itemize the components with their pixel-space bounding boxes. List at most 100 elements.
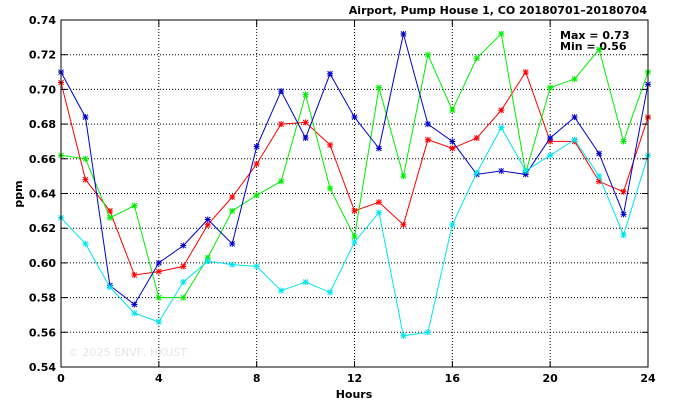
data-point-marker [327, 141, 334, 148]
data-point-marker [547, 152, 554, 159]
data-point-marker [155, 268, 162, 275]
data-point-marker [547, 84, 554, 91]
series-1 [58, 69, 651, 279]
y-tick-label: 0.58 [29, 292, 56, 305]
data-point-marker [204, 258, 211, 265]
data-point-marker [302, 91, 309, 98]
data-point-marker [473, 55, 480, 62]
data-point-marker [498, 107, 505, 114]
data-point-marker [351, 239, 358, 246]
data-point-marker [449, 107, 456, 114]
data-point-marker [449, 145, 456, 152]
y-tick-label: 0.60 [29, 257, 56, 270]
data-point-marker [106, 284, 113, 291]
data-point-marker [596, 173, 603, 180]
data-point-marker [596, 46, 603, 53]
data-point-marker [620, 138, 627, 145]
data-point-marker [327, 70, 334, 77]
data-point-marker [82, 155, 89, 162]
data-point-marker [571, 75, 578, 82]
data-point-marker [620, 188, 627, 195]
data-point-marker [498, 167, 505, 174]
x-tick-label: 12 [347, 372, 362, 385]
data-point-marker [620, 211, 627, 218]
data-point-marker [473, 134, 480, 141]
data-point-marker [278, 88, 285, 95]
data-point-marker [400, 332, 407, 339]
data-point-marker [351, 233, 358, 240]
data-point-marker [449, 138, 456, 145]
data-point-marker [327, 185, 334, 192]
data-point-marker [400, 30, 407, 37]
data-point-marker [596, 150, 603, 157]
data-point-marker [82, 176, 89, 183]
x-tick-label: 4 [155, 372, 163, 385]
y-tick-label: 0.68 [29, 118, 56, 131]
data-point-marker [424, 51, 431, 58]
data-point-marker [571, 114, 578, 121]
data-point-marker [375, 209, 382, 216]
y-tick-label: 0.72 [29, 49, 56, 62]
data-point-marker [155, 294, 162, 301]
data-point-marker [253, 263, 260, 270]
data-point-marker [106, 214, 113, 221]
data-point-marker [547, 138, 554, 145]
data-point-marker [278, 178, 285, 185]
data-point-marker [400, 173, 407, 180]
data-point-marker [424, 329, 431, 336]
data-point-marker [327, 289, 334, 296]
data-point-marker [131, 272, 138, 279]
data-point-marker [229, 261, 236, 268]
max-stat: Max = 0.73 [560, 29, 629, 42]
data-point-marker [400, 221, 407, 228]
data-point-marker [302, 134, 309, 141]
data-point-marker [278, 121, 285, 128]
x-tick-label: 20 [543, 372, 559, 385]
chart-title: Airport, Pump House 1, CO 20180701–20180… [349, 4, 648, 17]
series-line [60, 32, 649, 299]
data-point-marker [449, 221, 456, 228]
y-tick-label: 0.64 [29, 188, 56, 201]
data-point-marker [375, 199, 382, 206]
data-point-marker [229, 193, 236, 200]
data-point-marker [522, 69, 529, 76]
data-point-marker [620, 232, 627, 239]
watermark: © 2025 ENVF, HKUST [68, 346, 187, 359]
data-point-marker [473, 169, 480, 176]
data-point-marker [375, 145, 382, 152]
data-point-marker [302, 119, 309, 126]
data-point-marker [278, 287, 285, 294]
x-axis-label: Hours [336, 388, 373, 401]
data-point-marker [155, 318, 162, 325]
data-point-marker [253, 143, 260, 150]
data-point-marker [596, 178, 603, 185]
y-tick-label: 0.56 [29, 326, 56, 339]
data-point-marker [180, 294, 187, 301]
data-point-marker [498, 124, 505, 131]
y-tick-label: 0.66 [29, 153, 56, 166]
data-point-marker [547, 134, 554, 141]
x-tick-label: 8 [253, 372, 261, 385]
data-point-marker [424, 121, 431, 128]
data-point-marker [229, 207, 236, 214]
data-point-marker [131, 301, 138, 308]
y-tick-label: 0.54 [29, 361, 56, 374]
data-point-marker [204, 221, 211, 228]
tick-marks [60, 19, 649, 368]
data-point-marker [571, 136, 578, 143]
y-axis-label: ppm [12, 180, 25, 207]
data-point-marker [229, 240, 236, 247]
data-point-marker [351, 207, 358, 214]
data-point-marker [204, 216, 211, 223]
series-4 [58, 124, 651, 339]
data-point-marker [155, 259, 162, 266]
data-point-marker [131, 202, 138, 209]
y-tick-label: 0.62 [29, 222, 56, 235]
y-tick-label: 0.74 [29, 14, 56, 27]
data-point-marker [522, 167, 529, 174]
data-point-marker [82, 114, 89, 121]
data-point-marker [522, 171, 529, 178]
data-point-marker [498, 30, 505, 37]
y-tick-label: 0.70 [29, 83, 56, 96]
